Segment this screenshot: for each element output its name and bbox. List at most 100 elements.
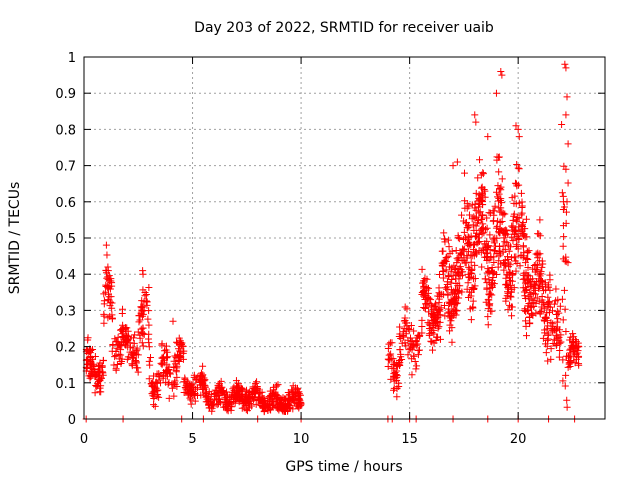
data-point [492, 224, 500, 232]
data-point [393, 393, 401, 401]
data-point [496, 218, 504, 226]
data-point [420, 282, 428, 290]
data-point [544, 293, 552, 301]
data-point [556, 302, 564, 310]
data-point [567, 333, 575, 341]
data-point [455, 235, 463, 243]
data-point [100, 312, 108, 320]
data-point [519, 242, 527, 250]
data-point [444, 253, 452, 261]
data-point [426, 322, 434, 330]
data-point [410, 327, 418, 335]
data-point [490, 211, 498, 219]
data-point [460, 246, 468, 254]
data-point [215, 392, 223, 400]
data-point [191, 391, 199, 399]
data-point [201, 376, 209, 384]
data-point [559, 377, 567, 385]
data-point [175, 345, 183, 353]
data-point [403, 319, 411, 327]
data-point [255, 393, 263, 401]
data-point [482, 225, 490, 233]
data-point [150, 383, 158, 391]
data-point [191, 397, 199, 405]
data-point [522, 322, 530, 330]
x-axis-label: GPS time / hours [285, 459, 402, 475]
data-point [531, 281, 539, 289]
data-point [145, 357, 153, 365]
data-point [229, 398, 237, 406]
data-point [139, 324, 147, 332]
y-tick-label: 0.5 [55, 232, 76, 247]
data-point [454, 234, 462, 242]
data-point [401, 339, 409, 347]
data-point [429, 311, 437, 319]
data-point [571, 336, 579, 344]
data-point [562, 111, 570, 119]
data-point [494, 193, 502, 201]
data-point [118, 309, 126, 317]
data-point [467, 258, 475, 266]
data-point [452, 293, 460, 301]
data-point [180, 388, 188, 396]
data-point [448, 289, 456, 297]
data-point [532, 265, 540, 273]
data-point [554, 315, 562, 323]
data-point [569, 341, 577, 349]
data-point [139, 286, 147, 294]
data-point [474, 174, 482, 182]
data-point [526, 319, 534, 327]
data-point [266, 391, 274, 399]
data-point [498, 71, 506, 79]
data-point [393, 367, 401, 375]
data-point [102, 241, 110, 249]
data-point [208, 407, 216, 415]
data-point [240, 396, 248, 404]
data-point [412, 338, 420, 346]
data-point [562, 165, 570, 173]
data-point [463, 200, 471, 208]
data-point [513, 259, 521, 267]
data-point [393, 374, 401, 382]
data-point [513, 232, 521, 240]
data-point [470, 213, 478, 221]
data-point [423, 275, 431, 283]
data-point [562, 208, 570, 216]
data-point [153, 392, 161, 400]
data-point [455, 254, 463, 262]
data-point [209, 400, 217, 408]
data-point [250, 396, 258, 404]
data-point [423, 284, 431, 292]
data-point [391, 369, 399, 377]
data-point [434, 333, 442, 341]
data-point [536, 272, 544, 280]
data-point [453, 254, 461, 262]
data-point [559, 356, 567, 364]
data-point [397, 350, 405, 358]
data-point [170, 363, 178, 371]
data-point [390, 386, 398, 394]
data-point [232, 377, 240, 385]
data-point [440, 291, 448, 299]
data-point [473, 219, 481, 227]
data-point [396, 323, 404, 331]
data-point [94, 380, 102, 388]
data-point [536, 282, 544, 290]
data-point [513, 217, 521, 225]
data-point [405, 346, 413, 354]
data-point [433, 305, 441, 313]
data-point [553, 334, 561, 342]
data-point [129, 334, 137, 342]
data-point [124, 353, 132, 361]
data-point [530, 261, 538, 269]
data-point [390, 377, 398, 385]
data-point [451, 301, 459, 309]
data-point [293, 386, 301, 394]
data-point [412, 365, 420, 373]
data-point [564, 179, 572, 187]
data-point [404, 351, 412, 359]
data-point [549, 307, 557, 315]
data-point [472, 189, 480, 197]
data-point [518, 198, 526, 206]
